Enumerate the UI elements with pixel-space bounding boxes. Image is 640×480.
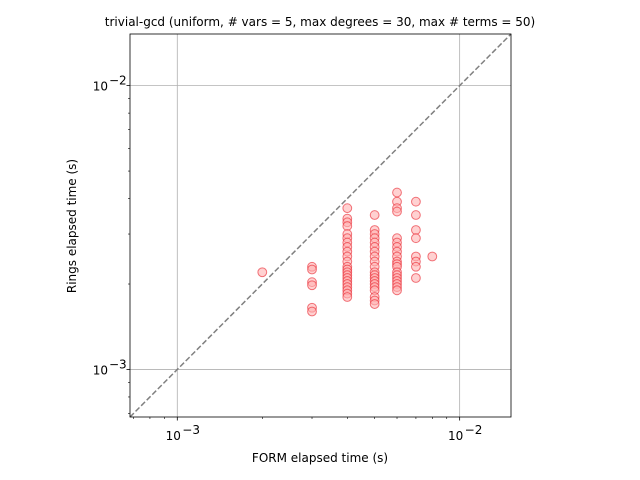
data-point	[411, 196, 421, 207]
y-tick-label: 10	[93, 80, 108, 94]
chart-title: trivial-gcd (uniform, # vars = 5, max de…	[105, 15, 535, 29]
data-point	[427, 251, 438, 262]
x-axis-label: FORM elapsed time (s)	[252, 451, 388, 465]
data-point	[392, 187, 402, 198]
data-point	[411, 261, 421, 272]
y-axis-label: Rings elapsed time (s)	[65, 159, 79, 293]
grid	[130, 34, 511, 417]
data-point	[369, 299, 380, 309]
y-tick-label: 10	[93, 363, 108, 377]
plot-area-frame	[129, 33, 512, 418]
x-tick-label: 10	[448, 429, 463, 443]
y-tick-exponent: −3	[109, 357, 127, 371]
data-point	[307, 280, 317, 291]
y-tick-exponent: −2	[109, 74, 127, 88]
x-tick-exponent: −2	[465, 423, 483, 437]
reference-line-layer	[129, 33, 512, 418]
data-point	[392, 285, 402, 296]
axis-ticks: 10 −3 10 −210 −310 −2	[93, 74, 483, 443]
data-points	[257, 187, 438, 317]
data-point	[411, 273, 421, 283]
data-point	[342, 203, 353, 214]
x-tick-label: 10	[166, 429, 181, 443]
data-point	[392, 206, 402, 217]
data-point	[411, 225, 421, 235]
x-tick-exponent: −3	[182, 423, 200, 437]
data-point	[411, 210, 421, 220]
data-point	[369, 210, 380, 220]
data-point	[411, 233, 421, 244]
data-point	[307, 306, 317, 317]
data-point	[342, 292, 353, 302]
data-point	[257, 267, 268, 278]
identity-reference-line	[129, 33, 512, 418]
data-point	[307, 264, 317, 275]
